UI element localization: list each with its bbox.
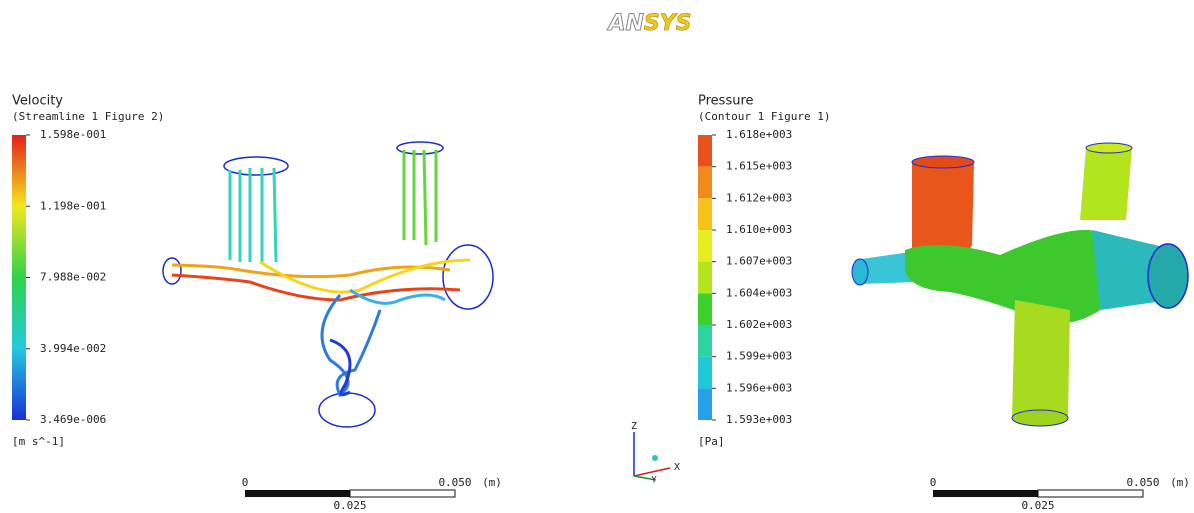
scale-unit: (m): [1170, 476, 1190, 489]
pressure-view: [852, 143, 1188, 426]
legend-label: 1.612e+003: [726, 191, 792, 204]
colorbar-band: [698, 167, 712, 199]
colorbar: [12, 135, 26, 420]
legend-label: 7.988e-002: [40, 271, 106, 284]
scale-label: 0.025: [1021, 499, 1054, 512]
axis-triad: Z X Y: [631, 421, 680, 486]
scale-label: 0.050: [438, 476, 471, 489]
legend-label: 3.994e-002: [40, 342, 106, 355]
legend-label: 1.602e+003: [726, 318, 792, 331]
legend-label: 1.598e-001: [40, 128, 106, 141]
colorbar-band: [698, 357, 712, 389]
scale-label: 0: [242, 476, 249, 489]
colorbar-band: [698, 135, 712, 167]
scale-black: [933, 490, 1038, 497]
colorbar-band: [698, 293, 712, 325]
legend-subtitle: (Contour 1 Figure 1): [698, 110, 830, 123]
scale-unit: (m): [482, 476, 502, 489]
axis-label: X: [674, 462, 680, 473]
legend-units: [Pa]: [698, 435, 725, 448]
colorbar-band: [698, 388, 712, 420]
legend-label: 1.610e+003: [726, 223, 792, 236]
legend-label: 1.615e+003: [726, 160, 792, 173]
colorbar-band: [698, 198, 712, 230]
legend-subtitle: (Streamline 1 Figure 2): [12, 110, 164, 123]
colorbar: [698, 135, 712, 420]
legend-labels: 1.598e-001 1.198e-001 7.988e-002 3.994e-002…: [26, 128, 106, 426]
legend-label: 1.596e+003: [726, 381, 792, 394]
scale-label: 0.025: [333, 499, 366, 512]
legend-title: Pressure: [698, 94, 754, 109]
logo: ANSYS: [606, 11, 691, 36]
scale-black: [245, 490, 350, 497]
legend-label: 1.618e+003: [726, 128, 792, 141]
logo-part: SYS: [644, 11, 692, 36]
scale-label: 0: [930, 476, 937, 489]
legend-title: Velocity: [12, 94, 63, 109]
viewport: ANSYS Velocity (Streamline 1 Figure 2) 1…: [0, 0, 1194, 513]
legend-label: 1.198e-001: [40, 199, 106, 212]
legend-label: 1.607e+003: [726, 255, 792, 268]
legend-label: 1.604e+003: [726, 286, 792, 299]
scale-white: [350, 490, 455, 497]
axis-label: Z: [631, 421, 637, 432]
legend-labels: 1.618e+003 1.615e+003 1.612e+003 1.610e+003…: [712, 128, 792, 426]
legend-label: 1.599e+003: [726, 350, 792, 363]
colorbar-band: [698, 262, 712, 294]
scale-white: [1038, 490, 1143, 497]
scale-label: 0.050: [1126, 476, 1159, 489]
legend-units: [m s^-1]: [12, 435, 65, 448]
scale-bar: 0 0.050 (m) 0.025: [242, 476, 502, 512]
scale-bar: 0 0.050 (m) 0.025: [930, 476, 1190, 512]
axis-label: Y: [651, 476, 657, 486]
logo-part: AN: [606, 11, 643, 36]
colorbar-band: [698, 230, 712, 262]
colorbar-band: [698, 325, 712, 357]
legend-label: 1.593e+003: [726, 413, 792, 426]
streamline-view: [163, 142, 493, 427]
legend-label: 3.469e-006: [40, 413, 106, 426]
